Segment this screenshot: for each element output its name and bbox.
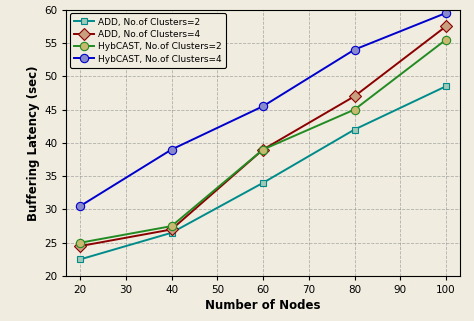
Line: ADD, No.of Clusters=2: ADD, No.of Clusters=2 <box>77 83 449 263</box>
ADD, No.of Clusters=4 <box>77 244 83 248</box>
Legend: ADD, No.of Clusters=2, ADD, No.of Clusters=4, HybCAST, No.of Clusters=2, HybCAST: ADD, No.of Clusters=2, ADD, No.of Cluste… <box>70 13 226 68</box>
X-axis label: Number of Nodes: Number of Nodes <box>205 299 321 312</box>
ADD, No.of Clusters=4 <box>260 148 266 152</box>
ADD, No.of Clusters=4 <box>443 24 449 28</box>
HybCAST, No.of Clusters=2 <box>169 224 174 228</box>
ADD, No.of Clusters=2 <box>77 257 83 261</box>
ADD, No.of Clusters=2 <box>169 231 174 235</box>
Line: HybCAST, No.of Clusters=4: HybCAST, No.of Clusters=4 <box>76 9 450 210</box>
HybCAST, No.of Clusters=4 <box>443 11 449 15</box>
HybCAST, No.of Clusters=4 <box>260 104 266 108</box>
Line: HybCAST, No.of Clusters=2: HybCAST, No.of Clusters=2 <box>76 35 450 247</box>
HybCAST, No.of Clusters=2 <box>260 148 266 152</box>
HybCAST, No.of Clusters=4 <box>169 148 174 152</box>
Line: ADD, No.of Clusters=4: ADD, No.of Clusters=4 <box>76 22 450 250</box>
ADD, No.of Clusters=2 <box>443 84 449 88</box>
ADD, No.of Clusters=2 <box>260 181 266 185</box>
ADD, No.of Clusters=2 <box>352 127 357 132</box>
HybCAST, No.of Clusters=2 <box>77 241 83 245</box>
HybCAST, No.of Clusters=2 <box>443 38 449 41</box>
ADD, No.of Clusters=4 <box>169 228 174 231</box>
Y-axis label: Buffering Latency (sec): Buffering Latency (sec) <box>27 65 40 221</box>
HybCAST, No.of Clusters=4 <box>77 204 83 208</box>
HybCAST, No.of Clusters=2 <box>352 108 357 111</box>
ADD, No.of Clusters=4 <box>352 94 357 98</box>
HybCAST, No.of Clusters=4 <box>352 48 357 52</box>
